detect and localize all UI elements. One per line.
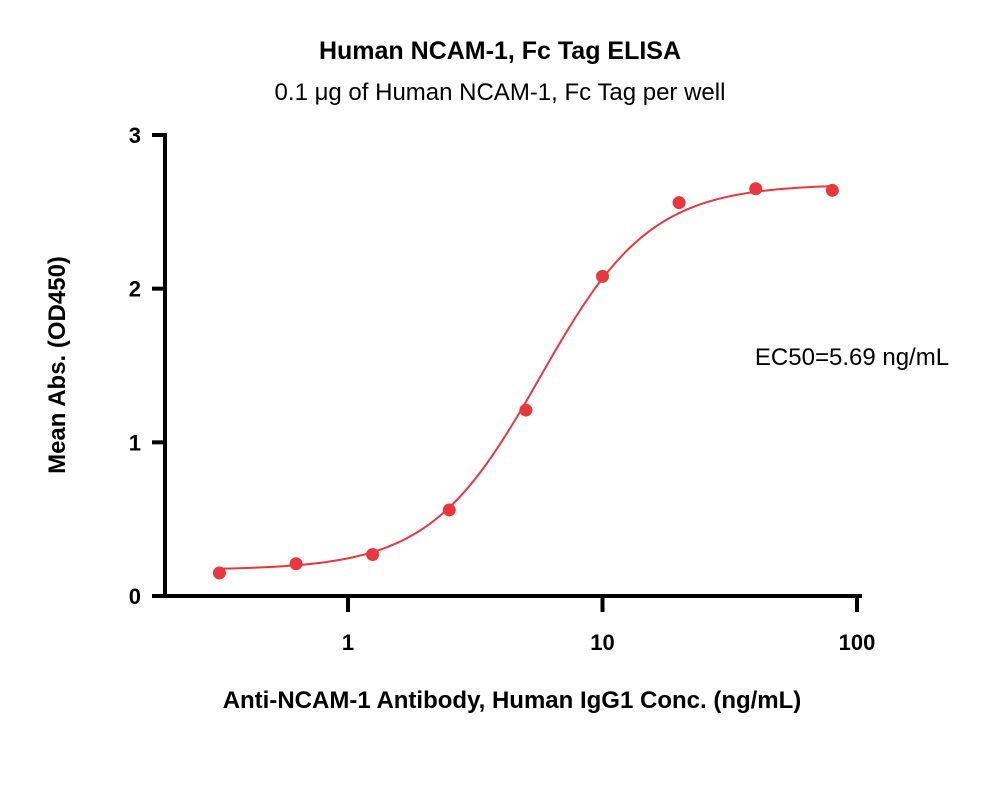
data-point (749, 182, 763, 196)
data-point (212, 566, 226, 580)
y-axis-label: Mean Abs. (OD450) (44, 256, 71, 474)
fit-curve (219, 185, 833, 570)
data-point (519, 403, 533, 417)
axes (163, 133, 862, 598)
x-ticks: 1 10 100 (342, 596, 875, 655)
x-tick-label: 1 (342, 630, 354, 655)
data-point (442, 503, 456, 517)
y-tick-label: 3 (129, 123, 141, 148)
x-tick-label: 10 (590, 630, 614, 655)
chart-title: Human NCAM-1, Fc Tag ELISA (319, 37, 681, 65)
data-point (672, 196, 686, 210)
y-tick-label: 0 (129, 584, 141, 609)
data-point (596, 269, 609, 283)
data-points (212, 182, 839, 580)
data-point (289, 557, 303, 571)
y-tick-label: 2 (129, 277, 141, 302)
x-axis-label: Anti-NCAM-1 Antibody, Human IgG1 Conc. (… (223, 687, 802, 714)
data-point (825, 183, 839, 197)
ec50-annotation: EC50=5.69 ng/mL (755, 344, 949, 371)
data-point (366, 548, 380, 562)
y-ticks: 0 1 2 3 (129, 123, 165, 609)
chart-subtitle: 0.1 μg of Human NCAM-1, Fc Tag per well (275, 79, 726, 106)
x-tick-label: 100 (839, 630, 876, 655)
y-tick-label: 1 (129, 430, 141, 455)
